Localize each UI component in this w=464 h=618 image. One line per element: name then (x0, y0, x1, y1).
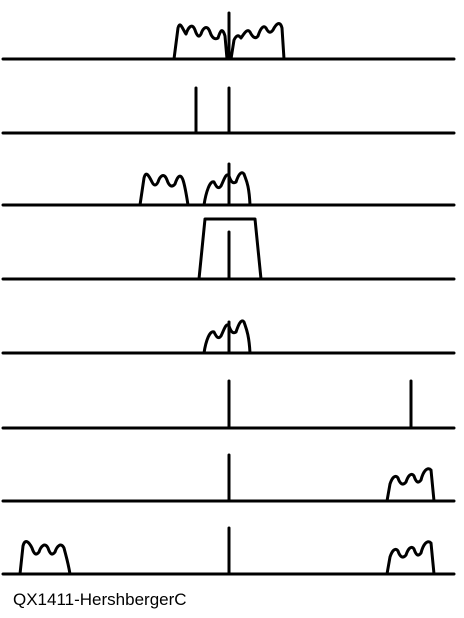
panel-4 (1, 217, 456, 281)
spectrum-hump-left (138, 172, 190, 207)
spectrum-hump-center (202, 319, 252, 355)
spectrum-hump-right (385, 540, 436, 576)
panel-6 (1, 379, 456, 430)
panel-2 (1, 86, 456, 135)
panel-1 (1, 11, 456, 61)
panel-3 (1, 162, 456, 207)
panel-7 (1, 453, 456, 503)
spectrum-hump-right (385, 467, 436, 503)
panel-8 (1, 526, 456, 576)
spectrum-hump-center (202, 171, 252, 207)
panel-5 (1, 319, 456, 355)
flat-top-passband (197, 217, 263, 281)
spectrum-hump-left (18, 540, 72, 576)
spectrum-hump-left (172, 23, 229, 61)
spectrum-hump-right (229, 22, 286, 61)
figure-caption: QX1411-HershbergerC (13, 590, 187, 609)
